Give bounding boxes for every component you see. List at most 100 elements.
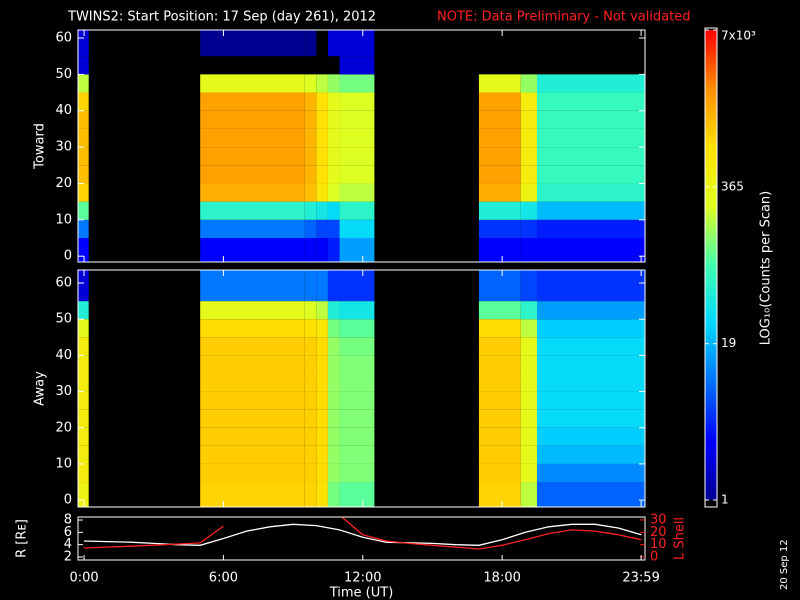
heatmap-cell: [327, 427, 340, 446]
heatmap-cell: [478, 355, 521, 374]
y-tick-label: 40: [55, 103, 72, 118]
y-tick-label: 10: [55, 212, 72, 227]
heatmap-cell: [536, 219, 645, 238]
heatmap-cell: [200, 270, 305, 302]
colorbar-tick-label: 19: [721, 336, 736, 350]
heatmap-cell: [339, 463, 375, 483]
heatmap-cell: [200, 219, 305, 238]
heatmap-cell: [200, 165, 305, 184]
series-line: [83, 525, 224, 549]
heatmap-cell: [316, 270, 328, 302]
heatmap-cell: [200, 482, 305, 507]
heatmap-cell: [327, 147, 340, 166]
heatmap-cell: [520, 238, 537, 262]
heatmap-cell: [339, 165, 375, 184]
heatmap-cell: [339, 238, 375, 262]
heatmap-cell: [536, 482, 645, 507]
heatmap-cell: [520, 270, 537, 302]
heatmap-cell: [520, 301, 537, 320]
heatmap-cell: [536, 337, 645, 356]
heatmap-cell: [520, 183, 537, 202]
heatmap-cell: [316, 482, 328, 507]
heatmap-cell: [200, 30, 305, 57]
heatmap-cell: [520, 427, 537, 446]
heatmap-cell: [327, 128, 340, 148]
heatmap-cell: [327, 201, 340, 220]
heatmap-cell: [339, 409, 375, 428]
heatmap-cell: [200, 74, 305, 93]
heatmap-cell: [327, 445, 340, 464]
y2-tick-label: 10: [650, 537, 667, 552]
heatmap-cell: [327, 30, 340, 57]
heatmap-cell: [536, 92, 645, 111]
y-tick-label: 30: [55, 384, 72, 399]
heatmap-cell: [327, 373, 340, 392]
heatmap-cell: [327, 110, 340, 129]
heatmap-cell: [327, 238, 340, 262]
lines: [83, 517, 642, 550]
y2-tick-label: 20: [650, 525, 667, 540]
heatmap-cell: [78, 56, 89, 75]
heatmap-cell: [304, 463, 317, 483]
heatmap-cell: [520, 165, 537, 184]
heatmap-cell: [316, 373, 328, 392]
heatmap-cell: [78, 30, 89, 57]
y2-tick-label: 0: [650, 550, 658, 565]
heatmap-cell: [327, 92, 340, 111]
x-tick-label: 23:59: [622, 571, 659, 586]
heatmap-cell: [304, 319, 317, 338]
y-tick-label: 20: [55, 176, 72, 191]
heatmap-cell: [304, 74, 317, 93]
heatmap-cell: [78, 147, 89, 166]
heatmap-cell: [304, 183, 317, 202]
heatmap-cell: [327, 355, 340, 374]
heatmap-cell: [304, 30, 317, 57]
heatmap-cell: [78, 427, 89, 446]
y-tick-label: 50: [55, 67, 72, 82]
x-tick-label: 6:00: [209, 571, 238, 586]
y-tick-label: 2: [64, 549, 72, 564]
heatmap-cell: [478, 373, 521, 392]
heatmap-cell: [78, 92, 89, 111]
heatmap-cell: [316, 128, 328, 148]
heatmap-cell: [78, 373, 89, 392]
y-tick-label: 0: [64, 493, 72, 508]
heatmap-cell: [339, 30, 375, 57]
y-tick-label: 50: [55, 312, 72, 327]
heatmap-cell: [478, 445, 521, 464]
heatmap-cell: [339, 445, 375, 464]
heatmap-cell: [200, 463, 305, 483]
y-tick-label: 60: [55, 31, 72, 46]
heatmap-cell: [536, 427, 645, 446]
heatmap-cell: [304, 165, 317, 184]
heatmap-cell: [78, 238, 89, 262]
panel-frame: [77, 269, 646, 508]
heatmap-cell: [304, 110, 317, 129]
heatmap-cell: [304, 409, 317, 428]
heatmap-cell: [316, 409, 328, 428]
heatmap-cell: [536, 373, 645, 392]
heatmap-cell: [536, 201, 645, 220]
heatmap-cell: [478, 74, 521, 93]
heatmap-cell: [316, 355, 328, 374]
heatmap-cell: [520, 201, 537, 220]
heatmap-cell: [200, 409, 305, 428]
heatmap-cell: [339, 482, 375, 507]
heatmap-cell: [536, 165, 645, 184]
heatmap-cell: [536, 319, 645, 338]
heatmap-cell: [316, 165, 328, 184]
heatmap-cell: [478, 128, 521, 148]
heatmap-cell: [316, 110, 328, 129]
heatmap-cell: [478, 482, 521, 507]
y-tick-label: 60: [55, 276, 72, 291]
y-tick-label: 30: [55, 140, 72, 155]
heatmap-cell: [339, 355, 375, 374]
heatmap-cell: [304, 373, 317, 392]
heatmap-cell: [520, 355, 537, 374]
heatmap-cell: [316, 219, 328, 238]
heatmap-cell: [536, 355, 645, 374]
heatmap-cell: [520, 445, 537, 464]
heatmap-cell: [327, 183, 340, 202]
